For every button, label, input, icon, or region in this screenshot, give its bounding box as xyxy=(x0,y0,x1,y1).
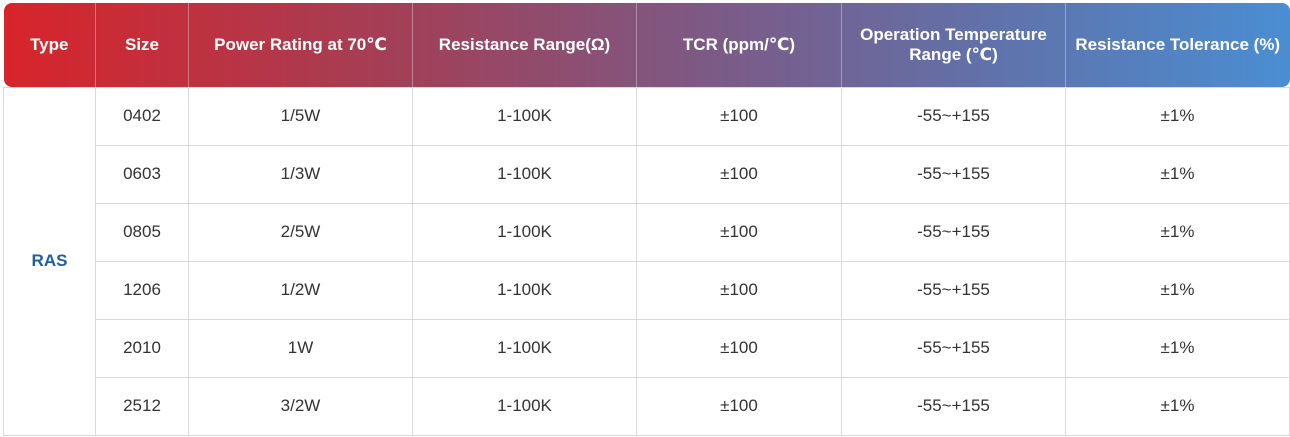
header-resistance-range: Resistance Range(Ω) xyxy=(412,3,637,87)
cell-resistance-range: 1-100K xyxy=(412,318,637,378)
spec-table-container: Type Size Power Rating at 70℃ Resistance… xyxy=(3,3,1290,436)
header-tcr: TCR (ppm/℃) xyxy=(636,3,842,87)
cell-operation-temperature: -55~+155 xyxy=(841,86,1066,146)
cell-resistance-range: 1-100K xyxy=(412,376,637,436)
cell-resistance-range: 1-100K xyxy=(412,144,637,204)
cell-power-rating: 3/2W xyxy=(188,376,413,436)
header-type: Type xyxy=(3,3,96,87)
cell-size: 2010 xyxy=(95,318,189,378)
table-header: Type Size Power Rating at 70℃ Resistance… xyxy=(3,3,1290,87)
header-operation-temperature: Operation Temperature Range (℃) xyxy=(841,3,1066,87)
table-row: 1206 1/2W 1-100K ±100 -55~+155 ±1% xyxy=(4,260,1290,320)
cell-tcr: ±100 xyxy=(636,144,842,204)
cell-tcr: ±100 xyxy=(636,318,842,378)
cell-operation-temperature: -55~+155 xyxy=(841,376,1066,436)
cell-resistance-tolerance: ±1% xyxy=(1065,376,1290,436)
cell-resistance-range: 1-100K xyxy=(412,86,637,146)
cell-power-rating: 1W xyxy=(188,318,413,378)
cell-size: 0603 xyxy=(95,144,189,204)
resistor-spec-table: Type Size Power Rating at 70℃ Resistance… xyxy=(3,3,1290,436)
header-size: Size xyxy=(95,3,189,87)
cell-tcr: ±100 xyxy=(636,202,842,262)
cell-power-rating: 1/2W xyxy=(188,260,413,320)
cell-resistance-range: 1-100K xyxy=(412,260,637,320)
cell-resistance-tolerance: ±1% xyxy=(1065,318,1290,378)
table-row: RAS 0402 1/5W 1-100K ±100 -55~+155 ±1% xyxy=(3,86,1290,436)
cell-tcr: ±100 xyxy=(636,376,842,436)
table-row: 2512 3/2W 1-100K ±100 -55~+155 ±1% xyxy=(4,376,1290,436)
cell-power-rating: 2/5W xyxy=(188,202,413,262)
header-power-rating: Power Rating at 70℃ xyxy=(188,3,413,87)
cell-power-rating: 1/3W xyxy=(188,144,413,204)
cell-operation-temperature: -55~+155 xyxy=(841,202,1066,262)
cell-size: 0805 xyxy=(95,202,189,262)
table-body: RAS 0402 1/5W 1-100K ±100 -55~+155 ±1% 0603 1/3W… xyxy=(3,86,1290,436)
cell-type: RAS xyxy=(3,86,96,436)
cell-resistance-range: 1-100K xyxy=(412,202,637,262)
table-row: 0805 2/5W 1-100K ±100 -55~+155 ±1% xyxy=(4,202,1290,262)
cell-resistance-tolerance: ±1% xyxy=(1065,202,1290,262)
header-row: Type Size Power Rating at 70℃ Resistance… xyxy=(3,3,1290,87)
cell-operation-temperature: -55~+155 xyxy=(841,318,1066,378)
table-row: 2010 1W 1-100K ±100 -55~+155 ±1% xyxy=(4,318,1290,378)
cell-operation-temperature: -55~+155 xyxy=(841,260,1066,320)
cell-size: 1206 xyxy=(95,260,189,320)
cell-tcr: ±100 xyxy=(636,260,842,320)
cell-size: 0402 xyxy=(95,86,189,146)
cell-tcr: ±100 xyxy=(636,86,842,146)
cell-resistance-tolerance: ±1% xyxy=(1065,144,1290,204)
cell-power-rating: 1/5W xyxy=(188,86,413,146)
table-row: 0603 1/3W 1-100K ±100 -55~+155 ±1% xyxy=(4,144,1290,204)
cell-size: 2512 xyxy=(95,376,189,436)
cell-resistance-tolerance: ±1% xyxy=(1065,260,1290,320)
cell-operation-temperature: -55~+155 xyxy=(841,144,1066,204)
cell-resistance-tolerance: ±1% xyxy=(1065,86,1290,146)
header-resistance-tolerance: Resistance Tolerance (%) xyxy=(1075,34,1281,54)
